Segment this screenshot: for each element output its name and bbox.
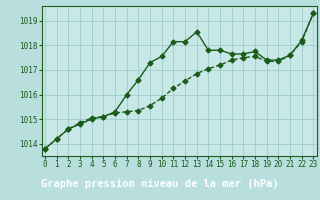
- Text: Graphe pression niveau de la mer (hPa): Graphe pression niveau de la mer (hPa): [41, 179, 279, 189]
